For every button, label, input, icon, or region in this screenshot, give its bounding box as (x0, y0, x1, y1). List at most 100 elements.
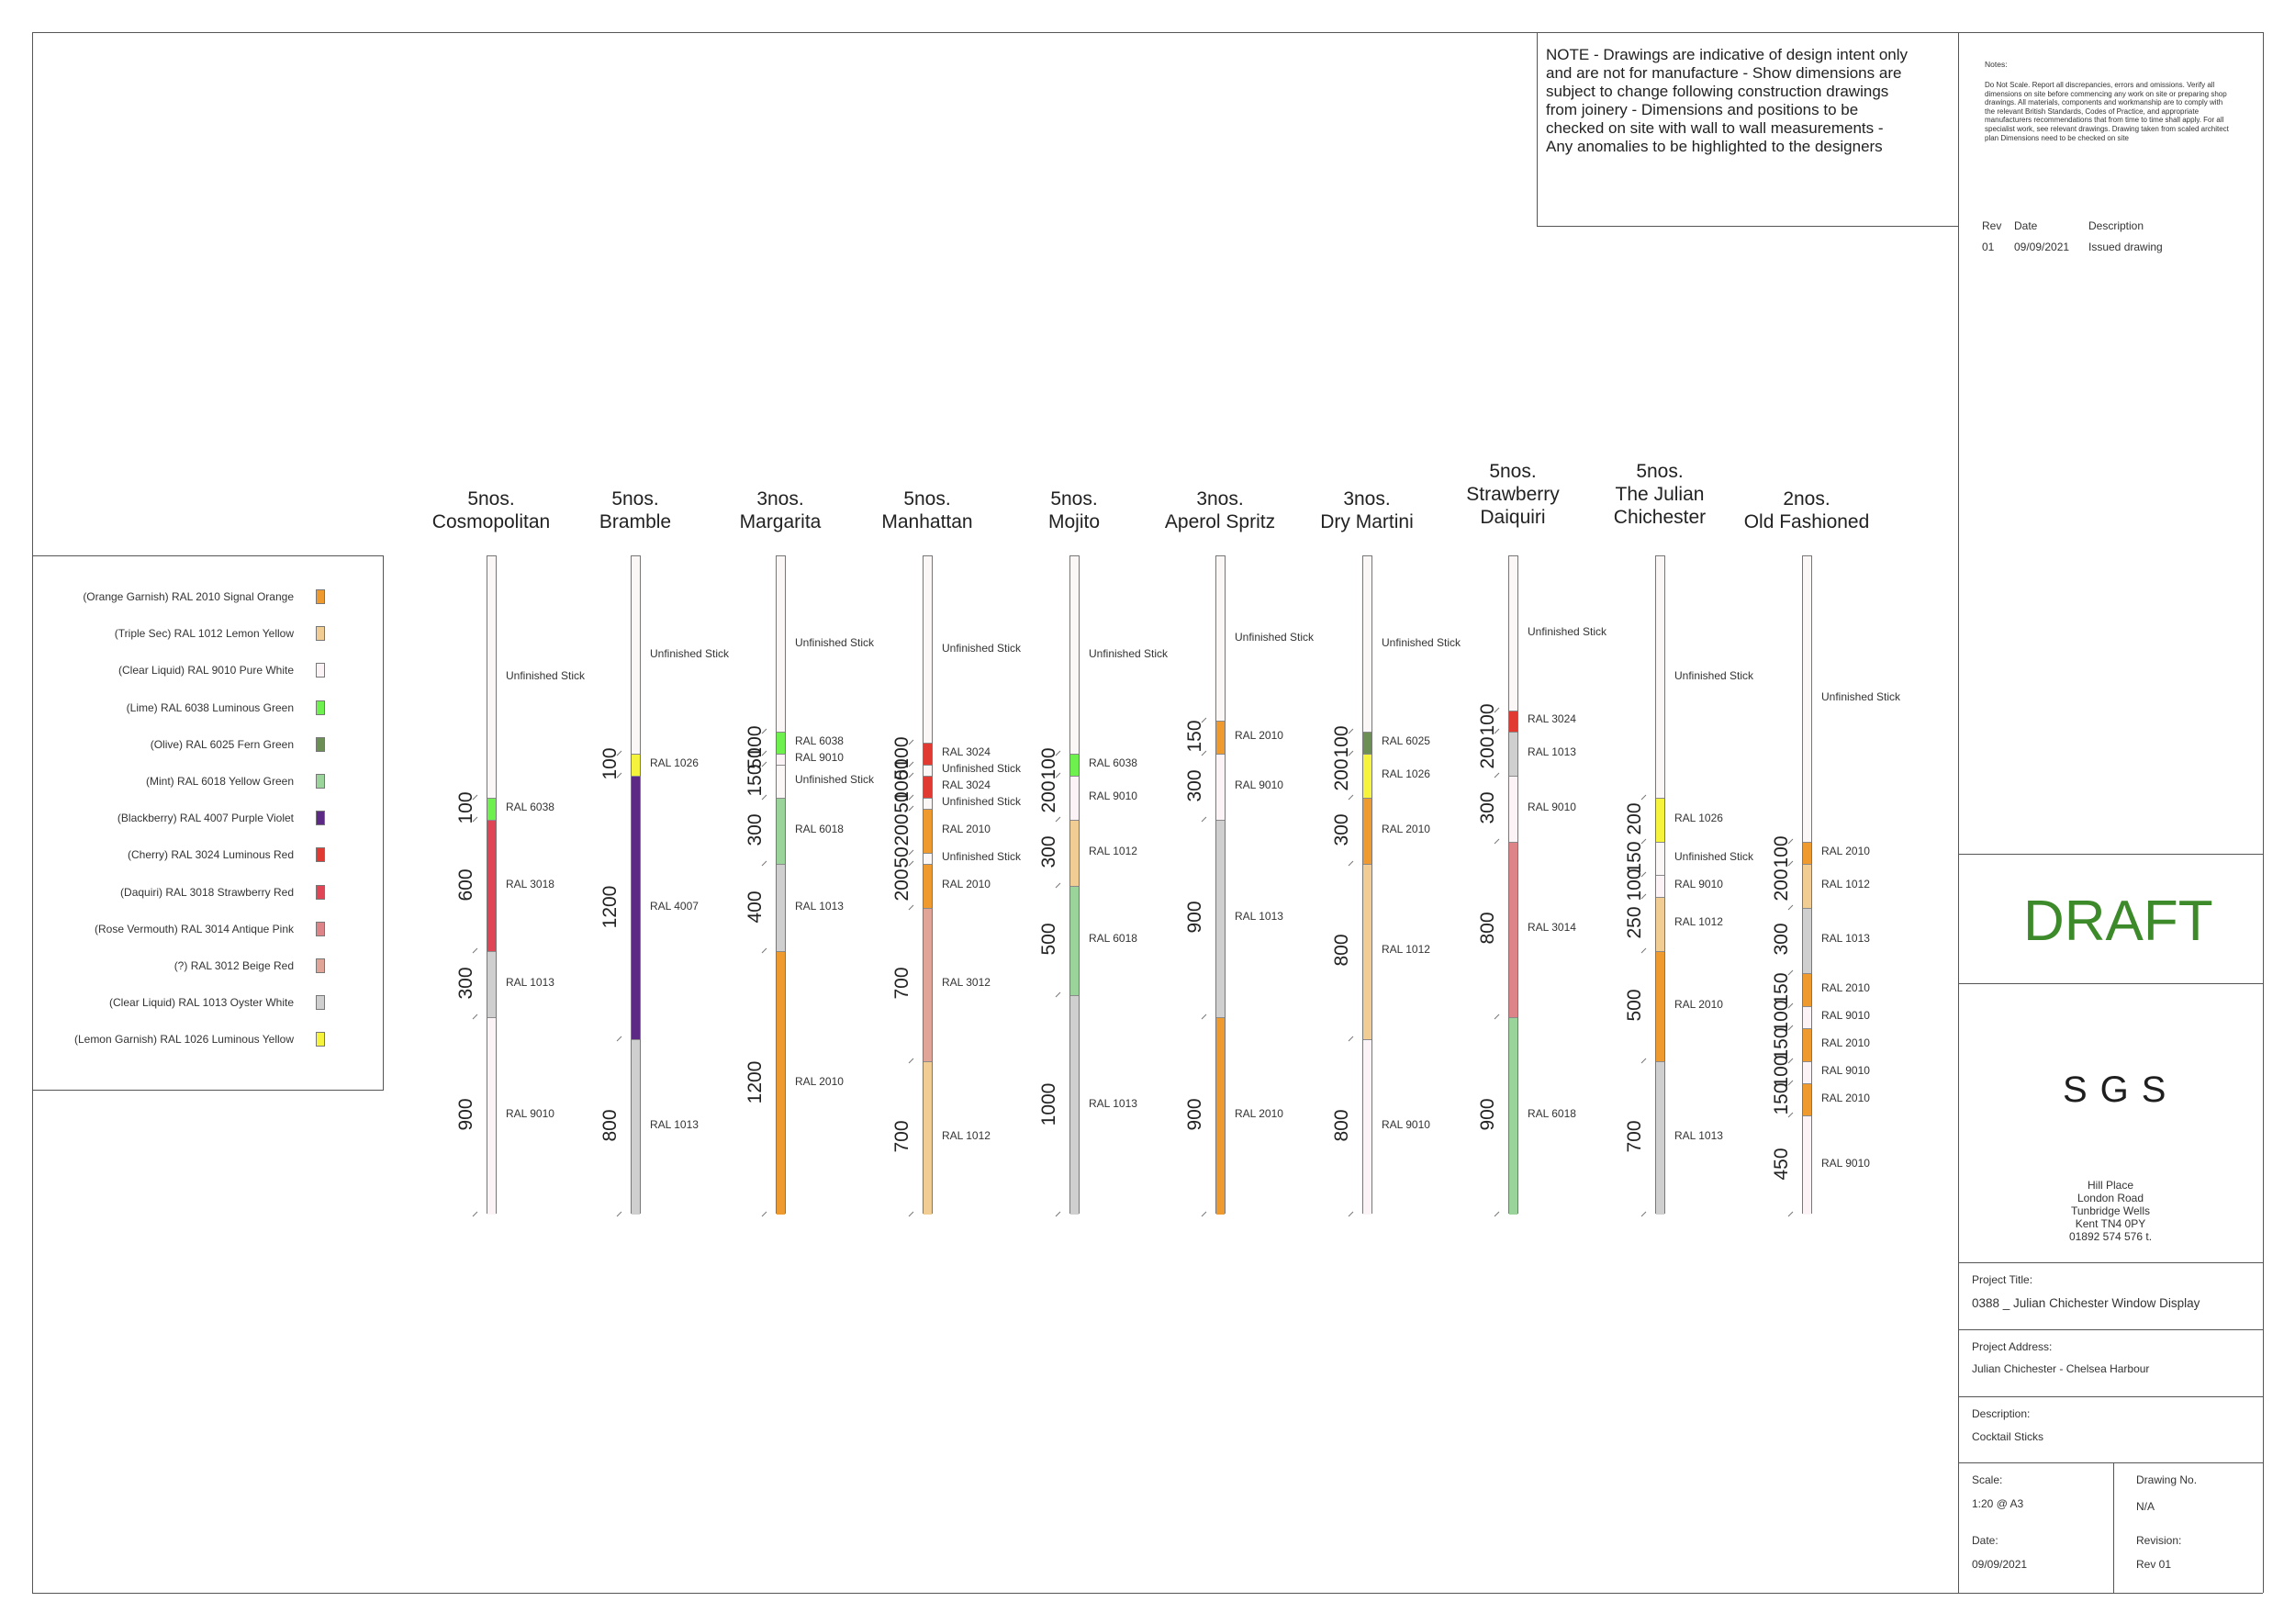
stick-segment (1803, 907, 1811, 974)
tb-rule-1 (1958, 854, 2263, 855)
stick-title-line: Cosmopolitan (431, 511, 551, 532)
stick-segment (487, 819, 496, 952)
segment-label: RAL 3024 (942, 778, 991, 792)
dimension-tick (1348, 1036, 1354, 1042)
segment-label: RAL 2010 (942, 877, 991, 890)
segment-label: RAL 1012 (1382, 943, 1430, 957)
segment-label: RAL 9010 (1235, 778, 1283, 792)
legend-swatch (316, 995, 325, 1011)
dimension-label: 400 (744, 890, 766, 924)
stick-segment (1509, 1016, 1517, 1215)
stick-segment (632, 754, 640, 777)
dimension-label: 600 (455, 868, 476, 902)
dimension-tick (1055, 991, 1061, 998)
stick-title-line: 5nos. (1489, 461, 1537, 482)
dimension-label: 300 (455, 967, 476, 1000)
stick-segment (924, 765, 932, 777)
stick-title-line: 5nos. (1636, 461, 1684, 482)
segment-label: RAL 6025 (1382, 734, 1430, 748)
stick-segment (1656, 798, 1664, 842)
dimension-tick (1055, 816, 1061, 823)
address-line: Kent TN4 0PY (2075, 1217, 2146, 1230)
dimension-tick (1348, 860, 1354, 867)
segment-label: RAL 1012 (1821, 877, 1870, 890)
segment-label: RAL 1012 (1089, 844, 1137, 857)
address-line: London Road (2077, 1192, 2144, 1204)
tb-rule-2 (1958, 983, 2263, 984)
rev-header-description: Description (2088, 219, 2144, 232)
legend-label: (Blackberry) RAL 4007 Purple Violet (117, 812, 294, 825)
stick-segment (1656, 556, 1664, 799)
cocktail-stick (487, 555, 497, 1215)
stick-segment (1656, 841, 1664, 875)
legend-label: (Lemon Garnish) RAL 1026 Luminous Yellow (73, 1033, 294, 1047)
segment-label: RAL 1013 (1089, 1096, 1137, 1110)
segment-label: RAL 3024 (1528, 712, 1576, 726)
stick-title-line: The Julian (1615, 484, 1705, 505)
stick-segment (924, 743, 932, 766)
segment-label: RAL 1013 (1674, 1129, 1723, 1143)
stick-segment (1803, 841, 1811, 864)
segment-label: RAL 2010 (1674, 998, 1723, 1012)
segment-label: RAL 1026 (1674, 811, 1723, 824)
dimension-tick (1201, 816, 1207, 823)
segment-label: RAL 9010 (1382, 1118, 1430, 1132)
stick-segment (924, 798, 932, 810)
stick-title-line: 5nos. (467, 488, 515, 510)
legend-label: (?) RAL 3012 Beige Red (174, 959, 294, 972)
stick-segment (777, 798, 785, 864)
dimension-label: 200 (1771, 868, 1792, 902)
segment-label: Unfinished Stick (1382, 635, 1461, 649)
stick-title-line: 3nos. (756, 488, 804, 510)
segment-label: RAL 9010 (506, 1107, 554, 1121)
cocktail-stick (1362, 555, 1372, 1215)
stick-title-line: 5nos. (903, 488, 951, 510)
stick-segment (1216, 819, 1225, 1017)
segment-label: RAL 1013 (1528, 745, 1576, 759)
dimension-label: 300 (1477, 791, 1498, 824)
revision-value: Rev 01 (2136, 1558, 2172, 1571)
legend-swatch (316, 884, 325, 900)
segment-label: RAL 6018 (1089, 932, 1137, 946)
revision-label: Revision: (2136, 1534, 2182, 1547)
stick-segment (1803, 863, 1811, 908)
dimension-label: 450 (1771, 1148, 1792, 1181)
dimension-label: 200 (1624, 802, 1645, 835)
segment-label: Unfinished Stick (506, 668, 586, 682)
dimension-tick (616, 1036, 622, 1042)
dimension-label: 150 (1771, 1082, 1792, 1115)
segment-label: RAL 1012 (942, 1129, 991, 1143)
dimension-label: 800 (1331, 1109, 1352, 1142)
segment-label: RAL 4007 (650, 899, 699, 913)
cocktail-stick (1215, 555, 1226, 1215)
segment-label: RAL 1013 (1821, 932, 1870, 946)
segment-label: Unfinished Stick (650, 646, 730, 660)
segment-label: RAL 2010 (1235, 729, 1283, 743)
segment-label: RAL 1013 (795, 899, 844, 913)
dimension-tick (1787, 1211, 1794, 1217)
cocktail-stick (1508, 555, 1518, 1215)
segment-label: Unfinished Stick (795, 635, 875, 649)
dimension-label: 200 (1038, 780, 1059, 813)
stick-segment (1803, 1027, 1811, 1061)
stick-segment (1509, 732, 1517, 777)
stick-title: 3nos. Dry Martini (1266, 487, 1468, 533)
address-line: Tunbridge Wells (2070, 1204, 2151, 1217)
dimension-label: 300 (1331, 813, 1352, 846)
legend-swatch (316, 811, 325, 826)
stick-title-line: 5nos. (611, 488, 659, 510)
dimension-label: 150 (1184, 720, 1205, 753)
stick-title-line: Chichester (1613, 507, 1707, 528)
dimension-tick (472, 1211, 478, 1217)
stick-segment (1509, 556, 1517, 711)
stick-title-line: 3nos. (1196, 488, 1244, 510)
segment-label: RAL 3024 (942, 745, 991, 759)
cocktail-stick (1655, 555, 1665, 1215)
dimension-label: 150 (744, 764, 766, 797)
frame-bottom (32, 1593, 2263, 1594)
segment-label: RAL 2010 (1821, 844, 1870, 857)
stick-segment (1363, 732, 1371, 755)
legend-label: (Rose Vermouth) RAL 3014 Antique Pink (94, 922, 294, 935)
stick-title: 2nos. Old Fashioned (1706, 487, 1908, 533)
dimension-label: 1200 (744, 1060, 766, 1104)
